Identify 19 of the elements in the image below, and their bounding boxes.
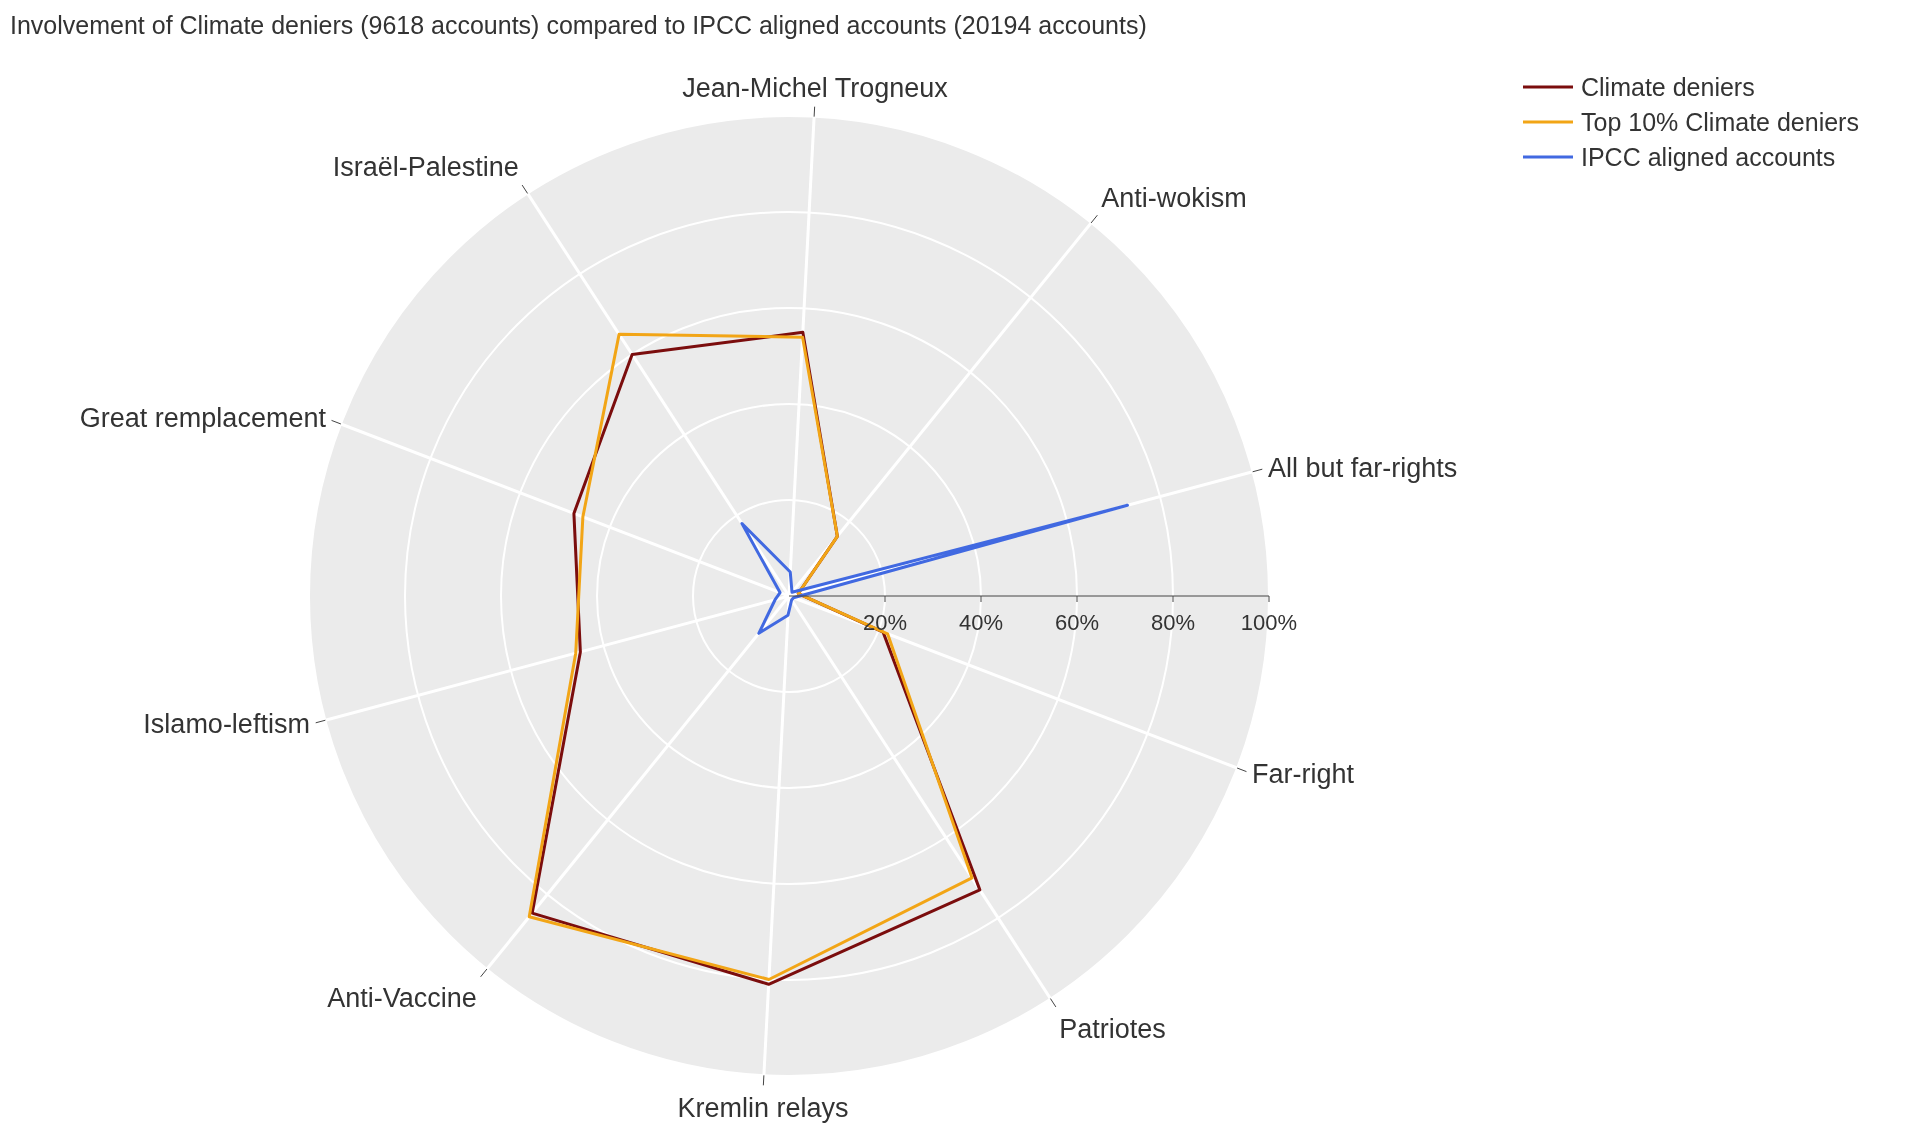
spoke-label: Islamo-leftism (143, 709, 310, 740)
y-tick-label: 100% (1240, 610, 1298, 635)
spoke-label: Patriotes (1059, 1013, 1166, 1044)
y-tick-label: 60% (1054, 610, 1100, 635)
spoke-label: Anti-wokism (1101, 182, 1247, 213)
spoke-label: Kremlin relays (677, 1093, 849, 1124)
chart-title: Involvement of Climate deniers (9618 accounts) compared to IPCC aligned accounts (20194 accounts) (10, 11, 1147, 39)
spoke-label: Jean-Michel Trogneux (682, 72, 949, 103)
legend-label: IPCC aligned accounts (1581, 143, 1836, 171)
spoke-label: Far-right (1252, 758, 1355, 789)
y-tick-label: 80% (1150, 610, 1196, 635)
y-tick-label: 40% (958, 610, 1004, 635)
spoke-label: All but far-rights (1268, 452, 1458, 483)
spoke-label: Anti-Vaccine (327, 983, 477, 1014)
spoke-label: Israël-Palestine (332, 152, 519, 183)
spoke-label: Great remplacement (79, 403, 327, 434)
legend-label: Top 10% Climate deniers (1581, 108, 1859, 136)
y-tick-label: 20% (862, 610, 908, 635)
legend-label: Climate deniers (1581, 73, 1755, 101)
